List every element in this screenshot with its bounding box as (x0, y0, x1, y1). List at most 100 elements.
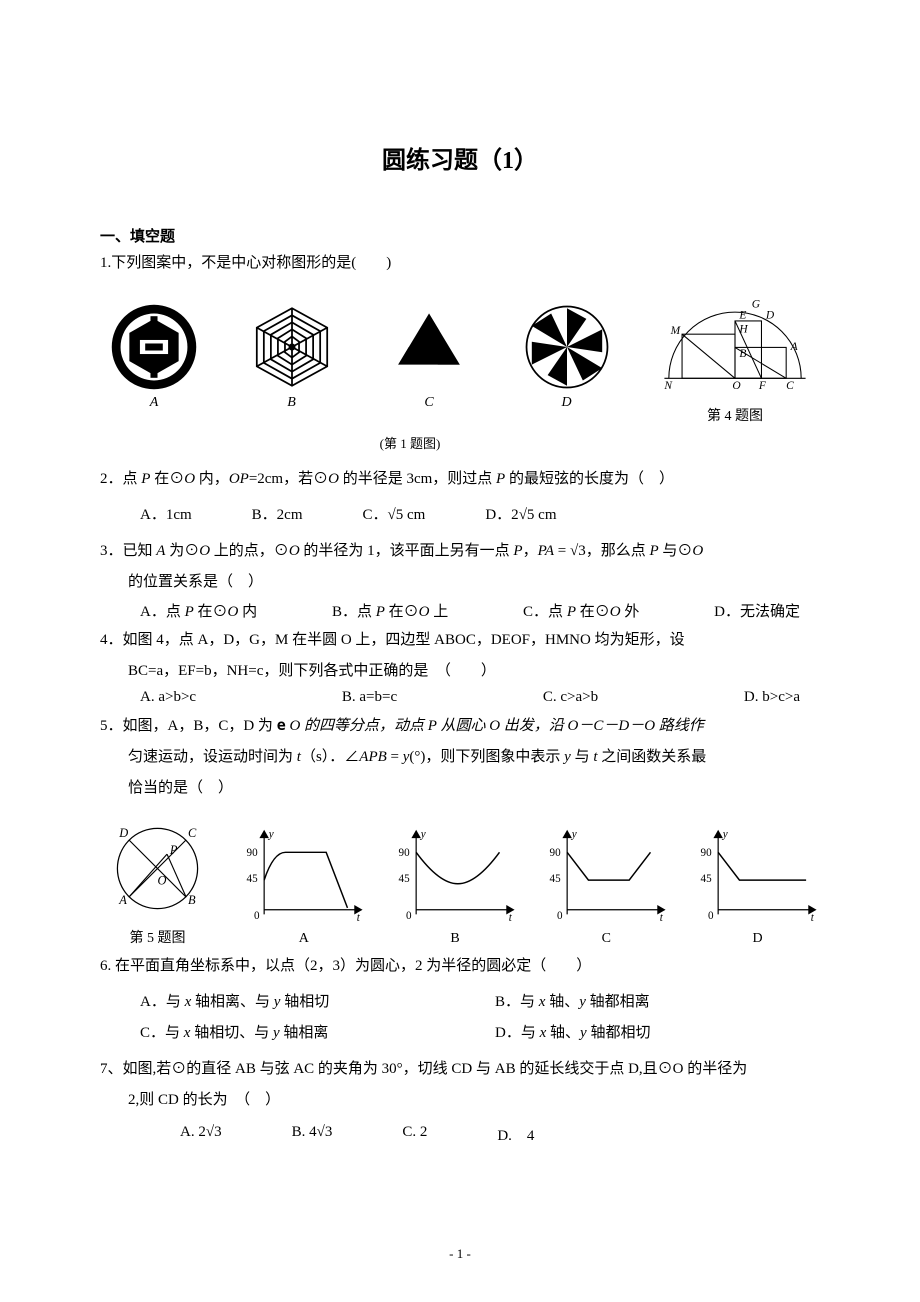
svg-text:90: 90 (398, 847, 410, 859)
q2-opt-c: C．√5 cm (363, 503, 426, 524)
q1-label-b: B (287, 395, 296, 411)
q1-text: 1.下列图案中，不是中心对称图形的是( ) (100, 250, 820, 277)
svg-text:A: A (118, 893, 127, 907)
svg-text:y: y (722, 829, 728, 841)
q5-graph-b: 90 45 0 t y B (393, 825, 518, 947)
q5-graph-a: 90 45 0 t y A (241, 825, 366, 947)
q5-label-d: D (752, 931, 762, 947)
q5-line2: 匀速运动，设运动时间为 t（s）．∠APB = y(°)，则下列图象中表示 y … (100, 744, 820, 771)
q6-options: A．与 x 轴相离、与 y 轴相切 B．与 x 轴、y 轴都相离 C．与 x 轴… (140, 990, 820, 1042)
svg-text:B: B (739, 348, 746, 360)
svg-text:90: 90 (247, 847, 259, 859)
graph-a-icon: 90 45 0 t y (241, 825, 366, 925)
q3-opt-c: C．点 P 在⊙O 外 (523, 600, 639, 621)
graph-d-icon: 90 45 0 t y (695, 825, 820, 925)
triangle-swirl-icon (385, 303, 473, 391)
graph-c-icon: 90 45 0 t y (544, 825, 669, 925)
q5-circle-caption: 第 5 题图 (130, 927, 186, 947)
q5-label-c: C (602, 931, 611, 947)
q7-opt-b: B. 4√3 (292, 1124, 333, 1145)
graph-b-icon: 90 45 0 t y (393, 825, 518, 925)
q6-opt-a: A．与 x 轴相离、与 y 轴相切 (140, 990, 465, 1011)
page-title: 圆练习题（1） (100, 140, 820, 175)
svg-text:N: N (663, 380, 673, 392)
q6-opt-d: D．与 x 轴、y 轴都相切 (495, 1021, 820, 1042)
q4-options: A. a>b>c B. a=b=c C. c>a>b D. b>c>a (140, 689, 800, 706)
svg-text:O: O (732, 380, 741, 392)
svg-text:A: A (790, 341, 799, 353)
q1-fig-d: D (523, 303, 611, 411)
q4-figure-caption: 第 4 题图 (707, 405, 763, 425)
q1-label-d: D (561, 395, 571, 411)
q6-opt-b: B．与 x 轴、y 轴都相离 (495, 990, 820, 1011)
q7-opt-c: C. 2 (402, 1124, 427, 1145)
q5-circle-diagram: D C B A O P 第 5 题图 (100, 816, 215, 947)
q1-caption: (第 1 题图) (0, 433, 820, 452)
q5-graph-d: 90 45 0 t y D (695, 825, 820, 947)
svg-text:0: 0 (708, 910, 714, 922)
q4-opt-a: A. a>b>c (140, 689, 196, 706)
q4-diagram: N O F C A B H M E G D 第 4 题图 (660, 289, 810, 425)
q2-options: A．1cm B．2cm C．√5 cm D．2√5 cm (140, 503, 820, 524)
q7-opt-d: D. 4 (497, 1124, 534, 1145)
svg-text:O: O (158, 874, 167, 888)
q4-opt-b: B. a=b=c (342, 689, 397, 706)
section-header: 一、填空题 (100, 225, 820, 246)
svg-text:F: F (758, 380, 767, 392)
q3-line1: 3．已知 A 为⊙O 上的点，⊙O 的半径为 1，该平面上另有一点 P，PA =… (100, 538, 820, 565)
q5-label-a: A (299, 931, 309, 947)
svg-text:90: 90 (701, 847, 713, 859)
q1-fig-b: B (248, 303, 336, 411)
svg-text:t: t (508, 912, 512, 924)
svg-text:90: 90 (549, 847, 561, 859)
q2-opt-a: A．1cm (140, 503, 192, 524)
q5-graph-c: 90 45 0 t y C (544, 825, 669, 947)
q6-opt-c: C．与 x 轴相切、与 y 轴相离 (140, 1021, 465, 1042)
q4-line2: BC=a，EF=b，NH=c，则下列各式中正确的是 （ ） (100, 658, 820, 685)
svg-text:D: D (118, 826, 128, 840)
svg-text:y: y (268, 829, 274, 841)
svg-text:0: 0 (405, 910, 411, 922)
q5-graphs: D C B A O P 第 5 题图 90 45 0 t (100, 816, 820, 947)
q1-figures: A B C (100, 289, 820, 425)
svg-text:P: P (169, 843, 178, 857)
svg-text:t: t (811, 912, 815, 924)
svg-text:45: 45 (247, 873, 259, 885)
svg-text:45: 45 (701, 873, 713, 885)
svg-text:t: t (659, 912, 663, 924)
hexagon-logo-icon (110, 303, 198, 391)
svg-text:y: y (571, 829, 577, 841)
q7-line1: 7、如图,若⊙的直径 AB 与弦 AC 的夹角为 30°，切线 CD 与 AB … (100, 1056, 820, 1083)
q3-line2: 的位置关系是（ ） (100, 569, 820, 596)
svg-text:45: 45 (398, 873, 410, 885)
svg-text:45: 45 (549, 873, 561, 885)
svg-text:C: C (188, 826, 197, 840)
q4-opt-c: C. c>a>b (543, 689, 598, 706)
q2-opt-b: B．2cm (252, 503, 303, 524)
svg-text:B: B (188, 893, 196, 907)
q7-line2: 2,则 CD 的长为 （ ） (100, 1087, 820, 1114)
spiderweb-hexagon-icon (248, 303, 336, 391)
q5-label-b: B (450, 931, 459, 947)
q6-text: 6. 在平面直角坐标系中，以点（2，3）为圆心，2 为半径的圆必定（ ） (100, 953, 820, 980)
q3-opt-a: A．点 P 在⊙O 内 (140, 600, 257, 621)
svg-text:y: y (419, 829, 425, 841)
svg-text:H: H (738, 323, 748, 335)
svg-text:0: 0 (254, 910, 260, 922)
q3-options: A．点 P 在⊙O 内 B．点 P 在⊙O 上 C．点 P 在⊙O 外 D．无法… (140, 600, 800, 621)
semicircle-rectangles-icon: N O F C A B H M E G D (660, 289, 810, 397)
star-pinwheel-icon (523, 303, 611, 391)
q1-label-c: C (424, 395, 433, 411)
q1-fig-c: C (385, 303, 473, 411)
svg-text:D: D (765, 309, 775, 321)
q1-label-a: A (150, 395, 159, 411)
q5-line1: 5．如图，A，B，C，D 为 e O 的四等分点，动点 P 从圆心 O 出发，沿… (100, 712, 820, 740)
q7-opt-a: A. 2√3 (180, 1124, 222, 1145)
q7-options: A. 2√3 B. 4√3 C. 2 D. 4 (180, 1124, 820, 1145)
q1-fig-a: A (110, 303, 198, 411)
circle-quadrants-icon: D C B A O P (100, 816, 215, 921)
q2-opt-d: D．2√5 cm (485, 503, 556, 524)
svg-text:C: C (786, 380, 794, 392)
svg-text:M: M (670, 325, 682, 337)
svg-text:E: E (738, 309, 746, 321)
